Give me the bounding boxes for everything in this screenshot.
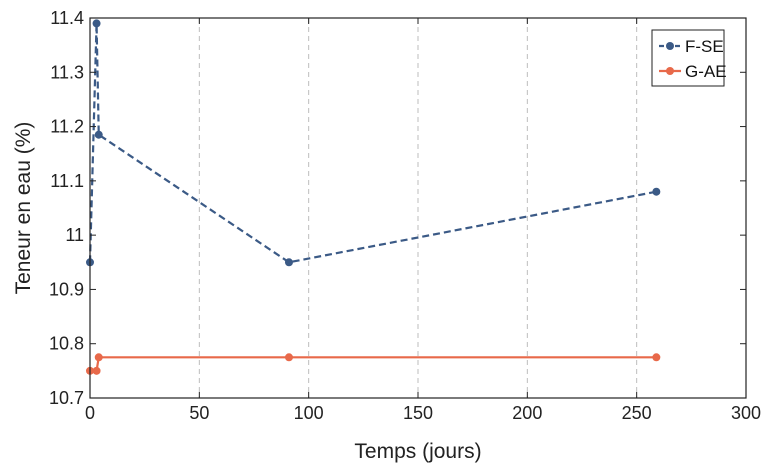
y-tick-label: 10.7 xyxy=(49,388,84,408)
x-tick-label: 250 xyxy=(622,403,652,423)
x-tick-label: 300 xyxy=(731,403,761,423)
x-tick-label: 50 xyxy=(189,403,209,423)
y-tick-label: 10.8 xyxy=(49,334,84,354)
series-line-f-se xyxy=(88,23,657,264)
x-axis-title: Temps (jours) xyxy=(354,440,481,463)
legend: F-SE G-AE xyxy=(651,29,727,87)
series-line-g-ae xyxy=(90,356,657,372)
legend-label: G-AE xyxy=(685,62,727,81)
x-tick-label: 200 xyxy=(512,403,542,423)
x-tick-label: 100 xyxy=(294,403,324,423)
data-point-g-ae xyxy=(652,353,661,362)
y-tick-label: 11.2 xyxy=(50,117,84,137)
x-tick-label: 0 xyxy=(85,403,95,423)
y-tick-label: 10.9 xyxy=(49,279,84,299)
data-point-f-se xyxy=(284,258,293,267)
axis-ticks: 0 50 100 150 200 250 300 10.7 10.8 10.9 11 11.1 11.2… xyxy=(49,8,761,423)
data-point-f-se xyxy=(92,19,101,28)
y-tick-label: 11.1 xyxy=(50,171,84,191)
grid-lines xyxy=(198,18,638,398)
data-point-g-ae xyxy=(92,366,101,375)
data-point-g-ae xyxy=(284,353,293,362)
legend-box xyxy=(651,29,725,87)
data-point-f-se xyxy=(94,130,103,139)
y-tick-label: 11.3 xyxy=(50,62,84,82)
y-axis-title: Teneur en eau (%) xyxy=(12,122,35,295)
data-point-g-ae xyxy=(94,353,103,362)
y-tick-label: 11.4 xyxy=(50,8,84,28)
x-tick-label: 150 xyxy=(403,403,433,423)
data-point-f-se xyxy=(652,187,661,196)
legend-swatch-marker xyxy=(666,67,674,75)
legend-label: F-SE xyxy=(685,37,724,56)
legend-swatch-marker xyxy=(666,42,674,50)
plot-series xyxy=(86,19,661,375)
y-tick-label: 11 xyxy=(65,225,84,245)
